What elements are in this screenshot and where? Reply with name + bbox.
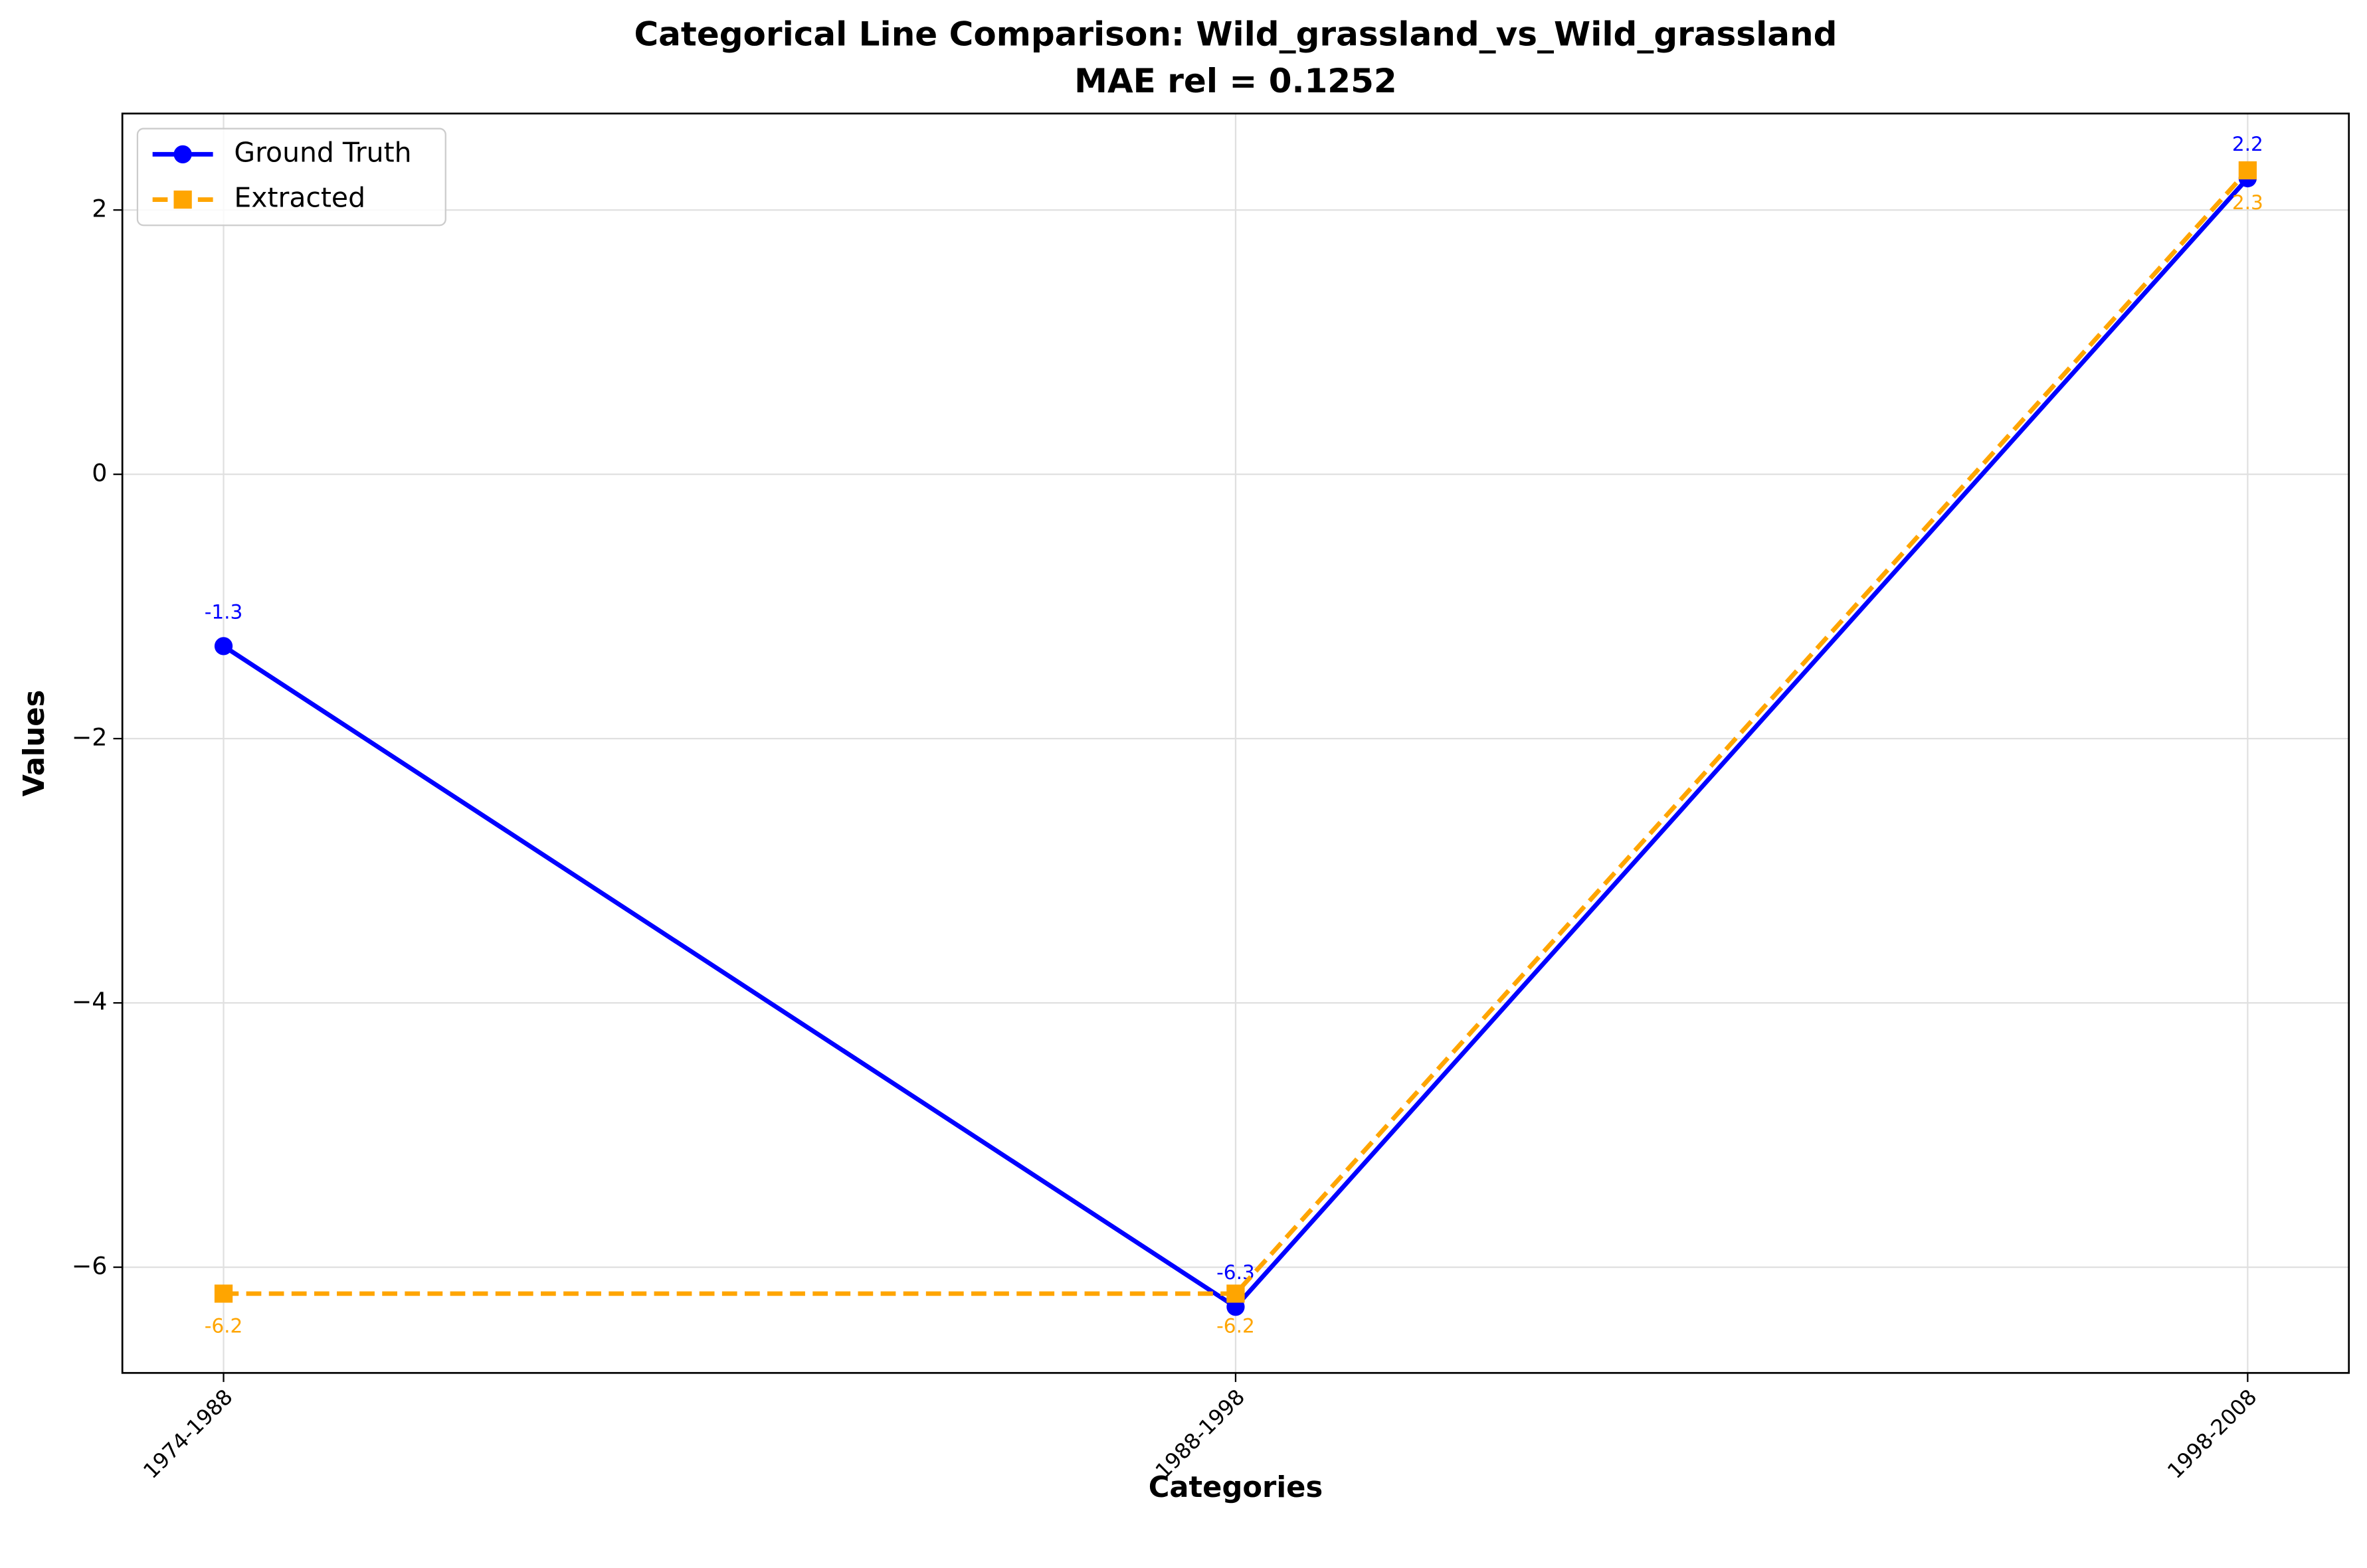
legend-box xyxy=(136,128,446,226)
legend-marker xyxy=(173,190,192,209)
plot-frame xyxy=(121,112,2350,1374)
data-label: 2.3 xyxy=(2232,191,2263,214)
data-label: 2.2 xyxy=(2232,133,2263,155)
point xyxy=(1226,1284,1245,1303)
data-label: -6.2 xyxy=(1216,1314,1255,1337)
legend-label: Ground Truth xyxy=(234,136,411,168)
y-tick-label: 2 xyxy=(92,195,107,223)
chart-subtitle: MAE rel = 0.1252 xyxy=(1074,62,1397,100)
point xyxy=(214,637,233,655)
y-tick-label: 0 xyxy=(92,459,107,487)
x-axis-label: Categories xyxy=(1149,1471,1323,1504)
data-label: -6.2 xyxy=(205,1314,243,1337)
y-tick-label: −4 xyxy=(72,988,108,1016)
point xyxy=(2238,161,2257,180)
legend-label: Extracted xyxy=(234,182,365,214)
chart-title: Categorical Line Comparison: Wild_grassl… xyxy=(634,15,1837,53)
y-tick-label: −6 xyxy=(72,1252,108,1280)
y-tick-label: −2 xyxy=(72,723,108,752)
point xyxy=(214,1284,233,1303)
y-axis-label: Values xyxy=(18,690,51,797)
legend-marker xyxy=(173,145,192,163)
data-label: -1.3 xyxy=(205,600,243,623)
